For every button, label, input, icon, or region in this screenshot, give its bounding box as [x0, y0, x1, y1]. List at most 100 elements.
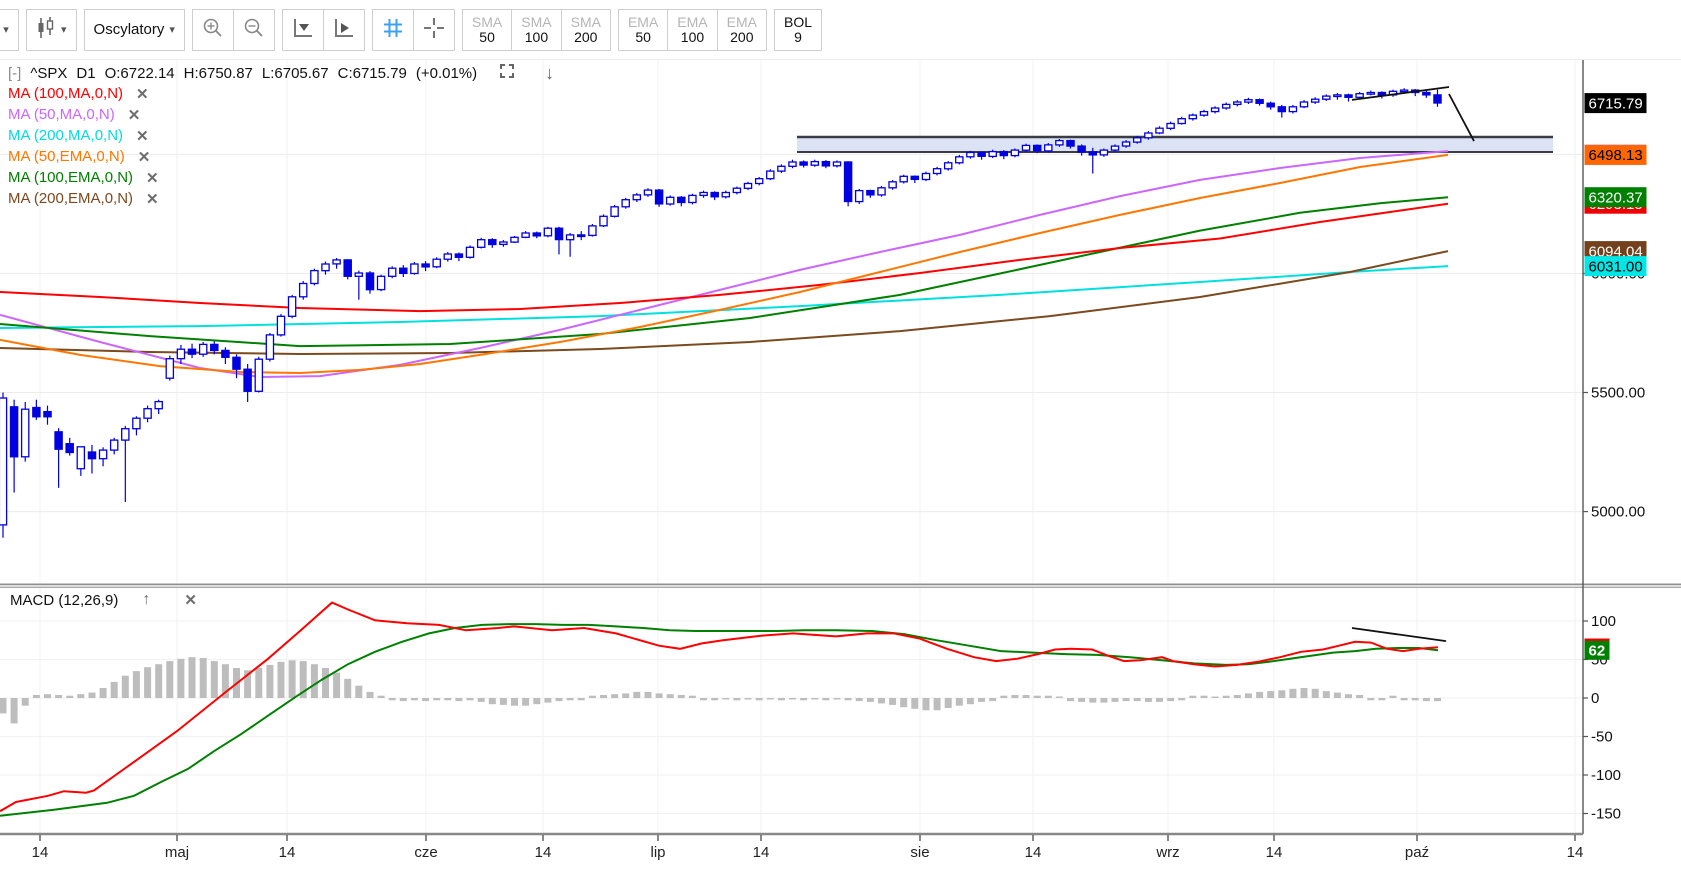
bol-9-label: BOL 9 — [783, 13, 812, 45]
macd-axis-label: -50 — [1591, 729, 1613, 746]
axes — [0, 60, 1681, 841]
auto-scale-icon — [292, 17, 314, 42]
legend-item-close-icon[interactable]: ✕ — [146, 169, 159, 187]
x-axis-label: lip — [650, 844, 665, 861]
price-axis-label: 5500.00 — [1591, 385, 1645, 402]
sma-200-label: SMA 200 — [570, 13, 601, 45]
chart-type-icon — [36, 16, 56, 43]
legend-item-label: MA (50,EMA,0,N) — [8, 148, 125, 165]
toolbar-group: SMA 50 SMA 100 SMA 200 — [461, 8, 611, 51]
legend-item-label: MA (200,EMA,0,N) — [8, 190, 134, 207]
toolbar-group — [191, 8, 275, 51]
macd-main-line — [0, 601, 1439, 813]
toolbar-button-ema-50[interactable]: EMA 50 — [617, 8, 669, 51]
legend-item-close-icon[interactable]: ✕ — [136, 85, 149, 103]
collapse-panel-icon[interactable]: [-] — [8, 64, 22, 82]
ema-50-label: EMA 50 — [627, 13, 659, 45]
toolbar-button-ema-200[interactable]: EMA 200 — [716, 8, 767, 51]
toolbar-group: Oscylatory ▾ — [83, 8, 185, 51]
toolbar-group — [281, 8, 365, 51]
x-axis-label: sie — [910, 844, 929, 861]
legend-item-close-icon[interactable]: ✕ — [137, 148, 151, 166]
close-value: C:6715.79 — [337, 64, 407, 82]
toolbar-button-sma-50[interactable]: SMA 50 — [461, 8, 513, 51]
open-value: O:6722.14 — [104, 64, 175, 82]
toolbar-button-auto-scale[interactable] — [281, 8, 324, 51]
zoom-out-icon — [243, 17, 265, 42]
grid-toggle-icon — [382, 17, 404, 42]
toolbar-button-zoom-out[interactable] — [232, 8, 275, 51]
chart-canvas[interactable]: 14maj14cze14lip14sie14wrz14paź146000.005… — [0, 60, 1681, 873]
symbol-label: ^SPX — [30, 64, 68, 82]
toolbar-button-bol-9[interactable]: BOL 9 — [773, 8, 822, 51]
macd-value-box-label: 62 — [1589, 642, 1606, 659]
toolbar-button-sma-200[interactable]: SMA 200 — [560, 8, 611, 51]
legend-item-close-icon[interactable]: ✕ — [127, 106, 141, 124]
legend-item-close-icon[interactable]: ✕ — [146, 190, 159, 208]
legend-item-label: MA (200,MA,0,N) — [8, 127, 124, 144]
macd-panel — [0, 601, 1447, 817]
x-axis-label: 14 — [753, 844, 770, 861]
main-chart-legend: [-] ^SPX D1 O:6722.14 H:6750.87 L:6705.6… — [8, 63, 554, 209]
x-axis-label: cze — [414, 844, 437, 861]
resistance-band — [797, 135, 1553, 153]
macd-label: MACD (12,26,9) — [10, 591, 119, 609]
toolbar-button-indicator-category[interactable]: Oscylatory ▾ — [83, 8, 185, 51]
toolbar-button-scroll-right[interactable] — [322, 8, 365, 51]
price-box-label: 6094.04 — [1589, 243, 1643, 260]
x-axis-label: 14 — [1025, 844, 1042, 861]
scroll-right-icon — [333, 17, 355, 42]
x-axis-label: maj — [165, 844, 189, 861]
toolbar-group: ▾ — [0, 8, 19, 51]
indicator-category-label: Oscylatory — [93, 21, 165, 38]
sma-100-label: SMA 100 — [521, 13, 552, 45]
toolbar-button-prev-dropdown[interactable]: ▾ — [0, 8, 19, 51]
low-value: L:6705.67 — [261, 64, 329, 82]
macd-signal-line — [0, 623, 1439, 817]
price-box-label: 6031.00 — [1589, 258, 1643, 275]
chart-area: 14maj14cze14lip14sie14wrz14paź146000.005… — [0, 60, 1681, 873]
ema-100-label: EMA 100 — [677, 13, 708, 45]
fullscreen-icon[interactable] — [500, 64, 515, 82]
ma-line-EMA200 — [0, 250, 1449, 356]
timeframe-label: D1 — [76, 64, 96, 82]
ma-line-SMA100 — [0, 202, 1449, 313]
legend-item: MA (50,MA,0,N) ✕ — [8, 104, 554, 125]
toolbar-button-chart-type[interactable]: ▾ — [26, 8, 77, 51]
legend-item-close-icon[interactable]: ✕ — [136, 127, 149, 145]
macd-close-icon[interactable]: ✕ — [184, 592, 197, 609]
macd-axis-label: 0 — [1591, 690, 1599, 707]
high-value: H:6750.87 — [183, 64, 253, 82]
macd-axis-label: 100 — [1591, 613, 1616, 630]
price-value-boxes: 6499.056498.136293.156320.376094.046031.… — [1584, 93, 1647, 660]
ma-line-EMA100 — [0, 196, 1449, 348]
toolbar-button-ema-100[interactable]: EMA 100 — [667, 8, 718, 51]
chevron-down-icon: ▾ — [61, 24, 67, 36]
chevron-down-icon: ▾ — [169, 24, 175, 36]
x-axis-label: 14 — [1266, 844, 1283, 861]
x-axis-label: 14 — [1567, 844, 1584, 861]
price-box-label: 6715.79 — [1589, 95, 1643, 112]
toolbar-button-crosshair-toggle[interactable] — [412, 8, 455, 51]
change-value: (+0.01%) — [415, 64, 478, 82]
move-panel-up-icon[interactable]: ↑ — [142, 591, 151, 608]
legend-item: MA (50,EMA,0,N) ✕ — [8, 146, 554, 167]
toolbar-button-sma-100[interactable]: SMA 100 — [511, 8, 562, 51]
chevron-down-icon: ▾ — [3, 24, 9, 36]
x-axis-label: wrz — [1155, 844, 1179, 861]
scroll-down-arrow-icon[interactable]: ↓ — [545, 62, 555, 83]
toolbar-group: BOL 9 — [773, 8, 822, 51]
toolbar-button-grid-toggle[interactable] — [371, 8, 414, 51]
x-axis-label: 14 — [535, 844, 552, 861]
toolbar-button-zoom-in[interactable] — [191, 8, 234, 51]
candlestick-series — [0, 88, 1442, 538]
price-box-label: 6498.13 — [1589, 147, 1643, 164]
toolbar: ▾ ▾ Oscylatory ▾ SMA 50 SMA 100 SMA 200 EMA 50 EMA 10… — [0, 0, 1681, 60]
legend-item-label: MA (50,MA,0,N) — [8, 106, 115, 123]
price-box-label: 6320.37 — [1589, 189, 1643, 206]
price-axis-label: 5000.00 — [1591, 504, 1645, 521]
macd-axis-label: -150 — [1591, 806, 1621, 823]
toolbar-group: ▾ — [26, 8, 77, 51]
ma-line-SMA200 — [0, 265, 1449, 329]
